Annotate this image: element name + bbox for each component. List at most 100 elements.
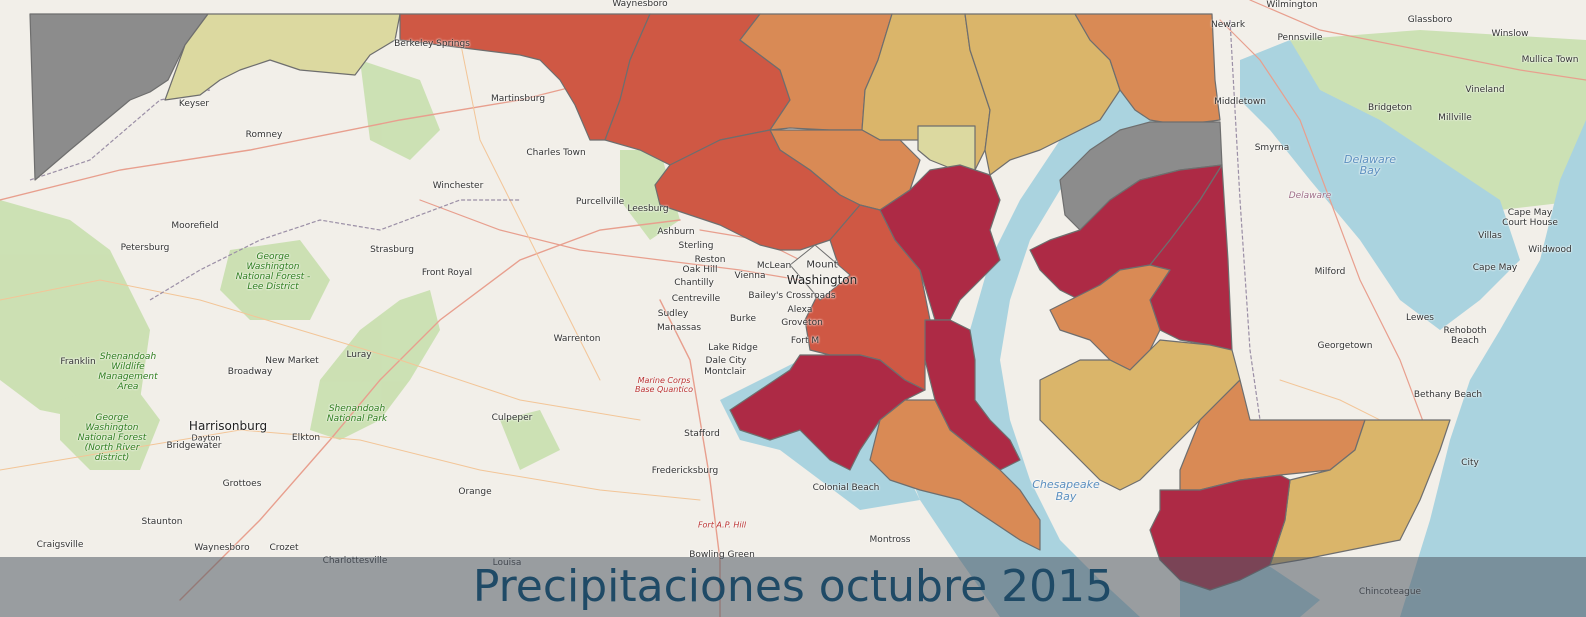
label-grottoes: Grottoes <box>222 479 262 489</box>
forest-areas <box>0 30 1586 470</box>
label-pennsville: Pennsville <box>1277 33 1323 43</box>
label-gw-forest: George Washington National Forest - Lee … <box>235 252 311 292</box>
label-middletown: Middletown <box>1214 97 1266 107</box>
label-washington: Washington <box>786 273 858 287</box>
label-luray: Luray <box>346 350 372 360</box>
label-montross: Montross <box>869 535 911 545</box>
label-bowlinggreen: Bowling Green <box>689 550 755 560</box>
label-newmarket: New Market <box>265 356 319 366</box>
label-shen-wma: Shenandoah Wildlife Management Area <box>98 352 158 392</box>
label-villas: Villas <box>1478 231 1502 241</box>
label-mount: Mount <box>806 259 838 271</box>
label-vineland: Vineland <box>1465 85 1505 95</box>
label-oakhill: Oak Hill <box>682 265 718 275</box>
label-crozet: Crozet <box>269 543 299 553</box>
label-broadway: Broadway <box>227 367 273 377</box>
label-chesapeake-bay: Chesapeake Bay <box>1032 478 1100 503</box>
label-georgetown: Georgetown <box>1317 341 1373 351</box>
label-harrisonburg: Harrisonburg <box>188 419 268 433</box>
county-allegany[interactable] <box>164 13 401 101</box>
forest-misc2 <box>500 410 560 470</box>
forest-nj <box>1290 30 1586 210</box>
label-bridgeton: Bridgeton <box>1367 103 1413 113</box>
label-purcellville: Purcellville <box>575 197 625 207</box>
label-sterling: Sterling <box>678 241 714 251</box>
delaware-bay <box>1240 40 1520 330</box>
label-chantilly: Chantilly <box>674 278 714 288</box>
label-smyrna: Smyrna <box>1254 143 1290 153</box>
label-groveton: Groveton <box>781 318 823 328</box>
label-rehoboth: Rehoboth Beach <box>1443 326 1487 346</box>
atlantic-ocean <box>1400 120 1586 617</box>
label-moorefield: Moorefield <box>171 221 219 231</box>
label-dalecity: Dale City <box>705 356 747 366</box>
label-martinsburg: Martinsburg <box>490 94 546 104</box>
county-cecil[interactable] <box>1074 13 1221 126</box>
label-milford: Milford <box>1314 267 1346 277</box>
label-winslow: Winslow <box>1491 29 1529 39</box>
label-petersburg: Petersburg <box>120 243 170 253</box>
label-elkton: Elkton <box>291 433 321 443</box>
label-burke: Burke <box>729 314 757 324</box>
label-fortap: Fort A.P. Hill <box>697 520 747 530</box>
county-choropleth <box>29 13 1451 591</box>
label-franklin: Franklin <box>60 357 96 367</box>
label-manassas: Manassas <box>656 323 702 333</box>
label-delaware-bay: Delaware Bay <box>1343 153 1397 177</box>
label-strasburg: Strasburg <box>370 245 414 255</box>
dc-outline <box>789 244 851 301</box>
label-baileys: Bailey's Crossroads <box>748 291 836 301</box>
label-warrenton: Warrenton <box>553 334 601 344</box>
forest-ridge <box>360 60 440 160</box>
county-charles[interactable] <box>729 354 926 471</box>
label-delaware: Delaware <box>1288 191 1332 201</box>
label-newark: Newark <box>1210 20 1246 30</box>
label-culpeper: Culpeper <box>491 413 533 423</box>
label-ashburn: Ashburn <box>657 227 695 237</box>
forest-gw-west <box>0 200 150 420</box>
label-staunton: Staunton <box>141 517 183 527</box>
label-alexandria: Alexa <box>787 305 813 315</box>
label-stafford: Stafford <box>684 429 720 439</box>
label-capemay: Cape May <box>1472 263 1518 273</box>
label-reston: Reston <box>694 255 726 265</box>
label-sudley: Sudley <box>657 309 689 319</box>
label-bridgewater: Bridgewater <box>166 441 222 451</box>
label-glassboro: Glassboro <box>1407 15 1453 25</box>
label-dayton: Dayton <box>191 433 221 443</box>
label-fredericksburg: Fredericksburg <box>651 466 719 476</box>
label-montclair: Montclair <box>704 367 746 377</box>
label-wilmington: Wilmington <box>1266 0 1318 10</box>
label-colonialbeach: Colonial Beach <box>812 483 880 493</box>
label-millville: Millville <box>1438 113 1472 123</box>
label-berkeley: Berkeley Springs <box>394 39 470 49</box>
label-marine: Marine Corps Base Quantico <box>634 376 693 394</box>
label-keyser: Keyser <box>178 99 210 109</box>
label-orange: Orange <box>458 487 492 497</box>
label-waynesboro: Waynesboro <box>612 0 668 9</box>
label-gw-forest2: George Washington National Forest (North… <box>77 413 147 463</box>
label-mullica: Mullica Town <box>1521 55 1579 65</box>
label-charlestown: Charles Town <box>526 148 586 158</box>
county-caroline[interactable] <box>1149 164 1233 351</box>
label-oc: City <box>1461 458 1479 468</box>
label-wildwood: Wildwood <box>1528 245 1572 255</box>
label-shenandoah: Shenandoah National Park <box>326 404 388 424</box>
label-centreville: Centreville <box>671 294 721 304</box>
label-bethany: Bethany Beach <box>1413 390 1483 400</box>
label-winchester: Winchester <box>432 181 484 191</box>
label-lakeridge: Lake Ridge <box>708 343 758 353</box>
label-craigsville: Craigsville <box>36 540 84 550</box>
label-vienna: Vienna <box>734 271 766 281</box>
forest-shenandoah <box>310 290 440 440</box>
title-band <box>0 557 1586 617</box>
label-fortm: Fort M <box>790 336 820 346</box>
label-mclean: McLean <box>756 261 792 271</box>
county-st-marys[interactable] <box>869 399 1041 551</box>
county-anne-arundel[interactable] <box>879 164 1001 321</box>
label-romney: Romney <box>245 130 283 140</box>
label-capemay-ch: Cape May Court House <box>1502 208 1558 228</box>
